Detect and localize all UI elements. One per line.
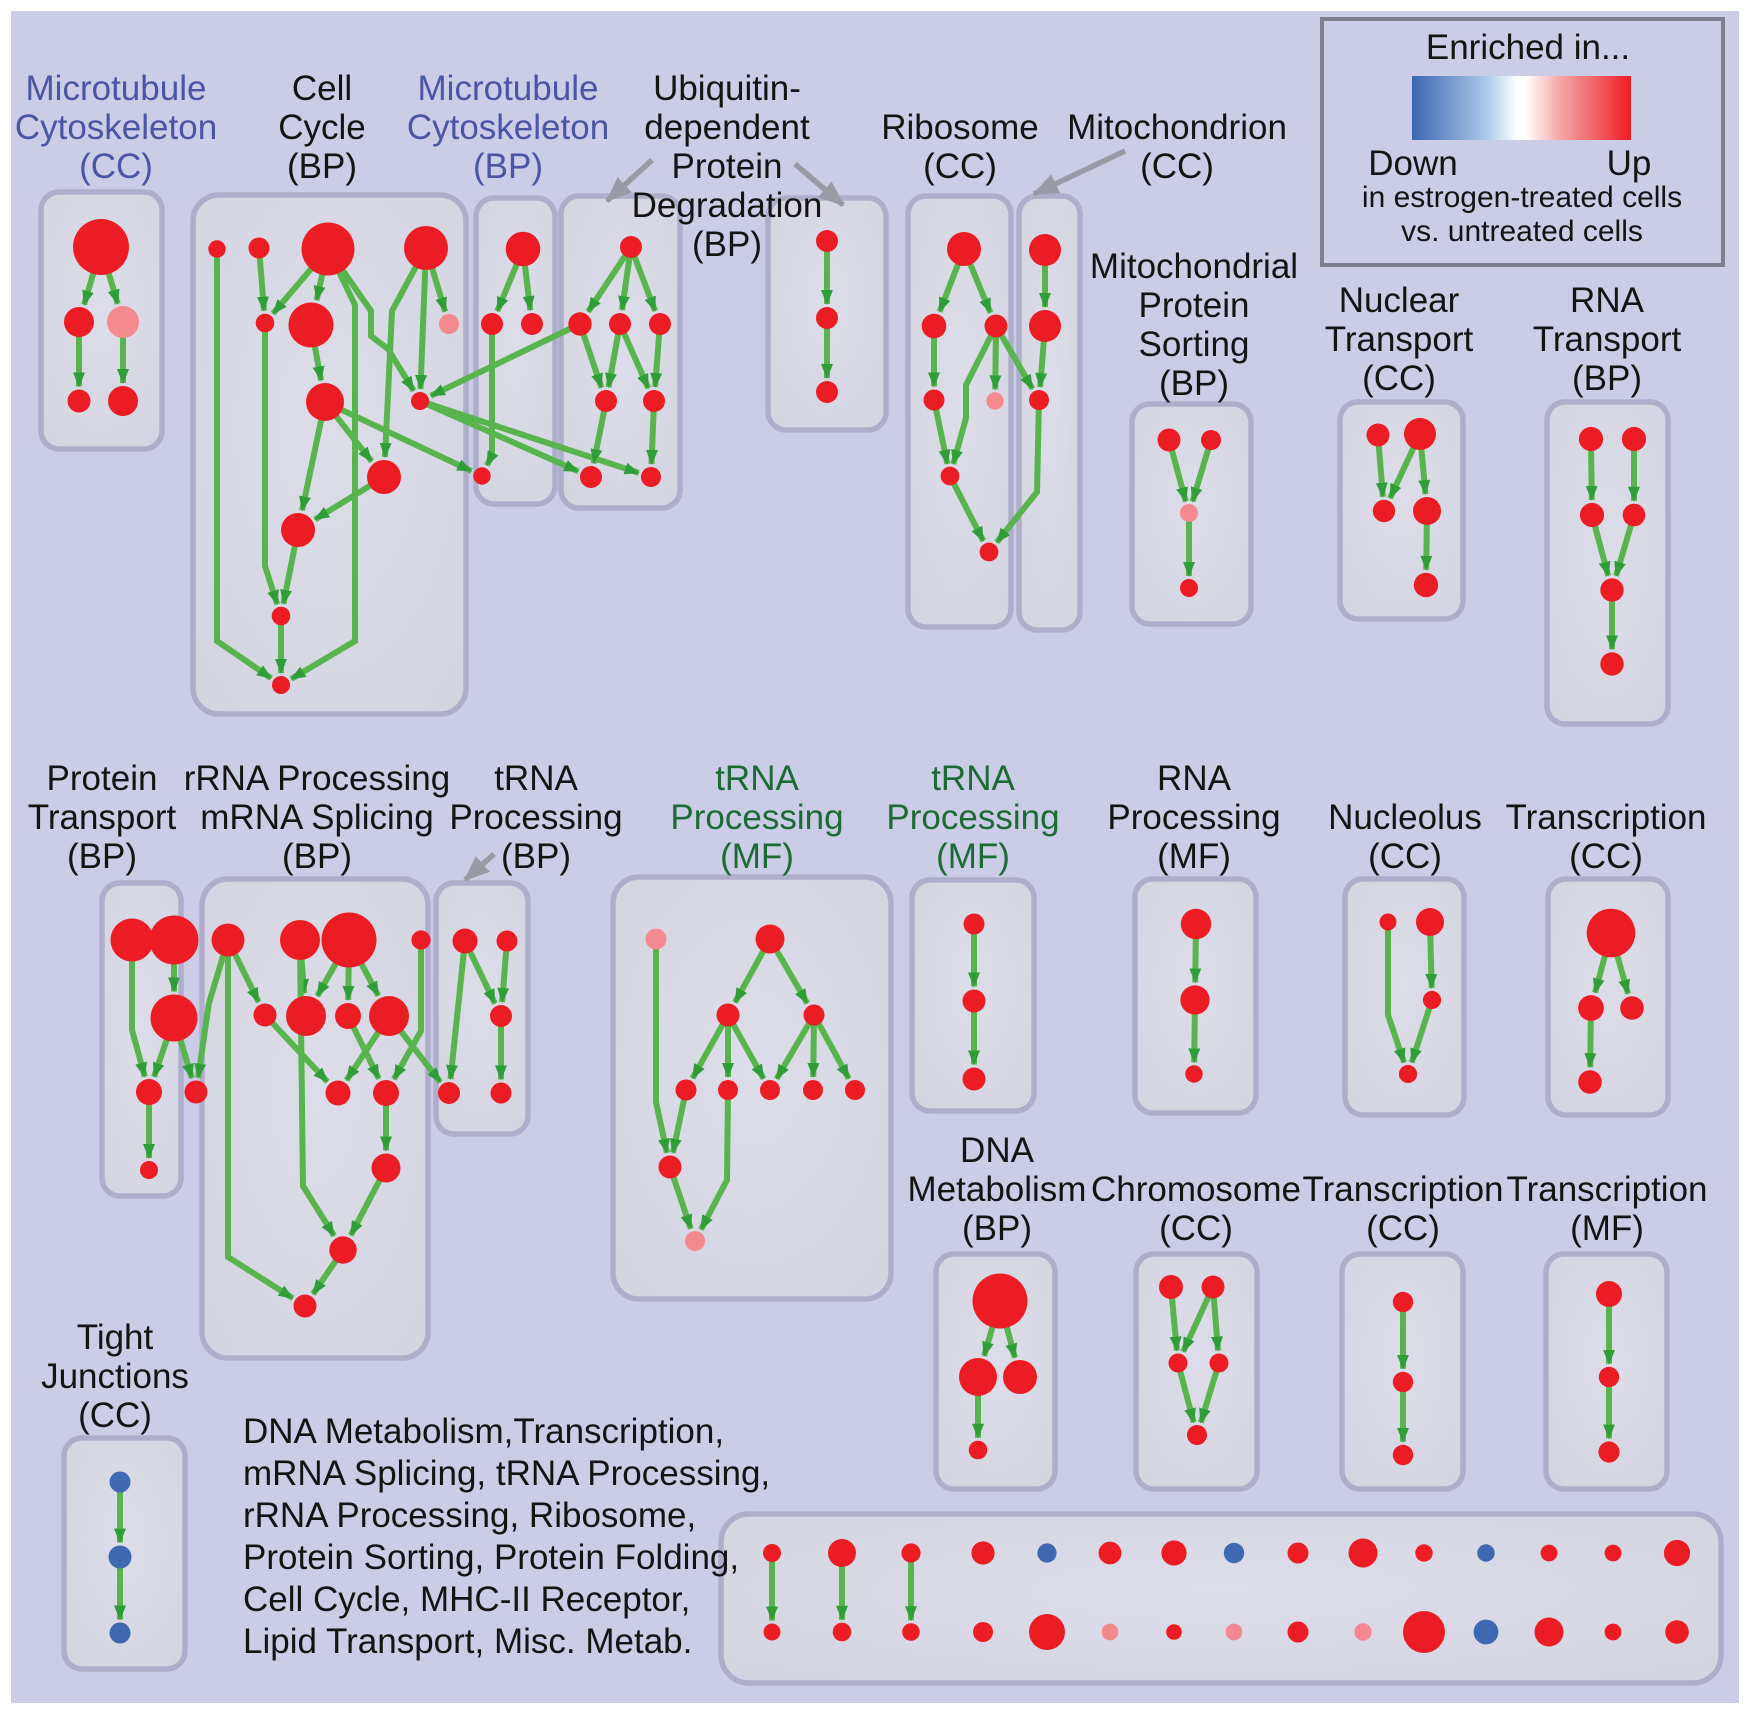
svg-text:Transcription: Transcription [1303, 1170, 1504, 1209]
svg-text:(BP): (BP) [282, 837, 352, 876]
svg-text:(BP): (BP) [1159, 364, 1229, 403]
svg-text:RNA: RNA [1157, 759, 1232, 798]
svg-text:Tight: Tight [77, 1318, 154, 1357]
svg-text:Mitochondrial: Mitochondrial [1090, 247, 1298, 286]
svg-text:Cell Cycle, MHC-II Receptor,: Cell Cycle, MHC-II Receptor, [243, 1580, 690, 1619]
svg-text:dependent: dependent [644, 108, 810, 147]
svg-text:(BP): (BP) [287, 147, 357, 186]
svg-text:Cytoskeleton: Cytoskeleton [15, 108, 217, 147]
svg-text:(CC): (CC) [1368, 837, 1442, 876]
svg-text:Up: Up [1607, 144, 1652, 183]
svg-text:(CC): (CC) [78, 1396, 152, 1435]
svg-text:(BP): (BP) [1572, 359, 1642, 398]
svg-text:Processing: Processing [670, 798, 843, 837]
svg-text:Cytoskeleton: Cytoskeleton [407, 108, 609, 147]
svg-text:tRNA: tRNA [715, 759, 799, 798]
svg-text:Microtubule: Microtubule [418, 69, 599, 108]
svg-text:(MF): (MF) [720, 837, 794, 876]
svg-text:Metabolism: Metabolism [908, 1170, 1087, 1209]
svg-text:Transport: Transport [1533, 320, 1682, 359]
svg-text:tRNA: tRNA [931, 759, 1015, 798]
svg-text:(CC): (CC) [1362, 359, 1436, 398]
svg-text:DNA: DNA [960, 1131, 1035, 1170]
svg-text:Mitochondrion: Mitochondrion [1067, 108, 1287, 147]
svg-text:(CC): (CC) [923, 147, 997, 186]
svg-text:mRNA Splicing, tRNA Processing: mRNA Splicing, tRNA Processing, [243, 1454, 770, 1493]
svg-text:Enriched in...: Enriched in... [1426, 28, 1630, 67]
svg-text:Lipid Transport, Misc. Metab.: Lipid Transport, Misc. Metab. [243, 1622, 692, 1661]
svg-text:(CC): (CC) [1140, 147, 1214, 186]
svg-text:rRNA Processing, Ribosome,: rRNA Processing, Ribosome, [243, 1496, 696, 1535]
svg-text:(CC): (CC) [1159, 1209, 1233, 1248]
svg-text:Microtubule: Microtubule [26, 69, 207, 108]
svg-text:Ribosome: Ribosome [881, 108, 1039, 147]
svg-text:Down: Down [1368, 144, 1457, 183]
svg-text:(CC): (CC) [1366, 1209, 1440, 1248]
svg-text:Transcription: Transcription [1507, 1170, 1708, 1209]
svg-text:Processing: Processing [449, 798, 622, 837]
svg-text:(MF): (MF) [1570, 1209, 1644, 1248]
svg-text:Nuclear: Nuclear [1339, 281, 1460, 320]
svg-text:Protein Sorting, Protein Foldi: Protein Sorting, Protein Folding, [243, 1538, 739, 1577]
svg-text:mRNA Splicing: mRNA Splicing [200, 798, 433, 837]
svg-text:(CC): (CC) [1569, 837, 1643, 876]
svg-text:Transcription: Transcription [1506, 798, 1707, 837]
svg-text:tRNA: tRNA [494, 759, 578, 798]
svg-text:Chromosome: Chromosome [1091, 1170, 1301, 1209]
svg-text:(BP): (BP) [501, 837, 571, 876]
svg-text:Ubiquitin-: Ubiquitin- [653, 69, 801, 108]
svg-text:Processing: Processing [886, 798, 1059, 837]
svg-text:(BP): (BP) [692, 225, 762, 264]
svg-text:vs. untreated cells: vs. untreated cells [1401, 215, 1643, 248]
svg-text:(BP): (BP) [962, 1209, 1032, 1248]
svg-text:(MF): (MF) [936, 837, 1010, 876]
svg-text:Cycle: Cycle [278, 108, 366, 147]
svg-text:Junctions: Junctions [41, 1357, 189, 1396]
svg-text:Protein: Protein [672, 147, 783, 186]
svg-text:rRNA Processing: rRNA Processing [184, 759, 450, 798]
svg-text:(BP): (BP) [67, 837, 137, 876]
svg-text:Sorting: Sorting [1139, 325, 1250, 364]
svg-text:(CC): (CC) [79, 147, 153, 186]
svg-text:RNA: RNA [1570, 281, 1645, 320]
svg-text:(BP): (BP) [473, 147, 543, 186]
svg-text:Degradation: Degradation [632, 186, 823, 225]
svg-text:(MF): (MF) [1157, 837, 1231, 876]
svg-text:DNA Metabolism,Transcription,: DNA Metabolism,Transcription, [243, 1412, 724, 1451]
svg-text:Nucleolus: Nucleolus [1328, 798, 1482, 837]
svg-text:Protein: Protein [1139, 286, 1250, 325]
svg-text:Protein: Protein [47, 759, 158, 798]
svg-text:Processing: Processing [1107, 798, 1280, 837]
svg-text:Transport: Transport [28, 798, 177, 837]
svg-text:Transport: Transport [1325, 320, 1474, 359]
svg-text:Cell: Cell [292, 69, 352, 108]
svg-text:in estrogen-treated cells: in estrogen-treated cells [1362, 181, 1682, 214]
